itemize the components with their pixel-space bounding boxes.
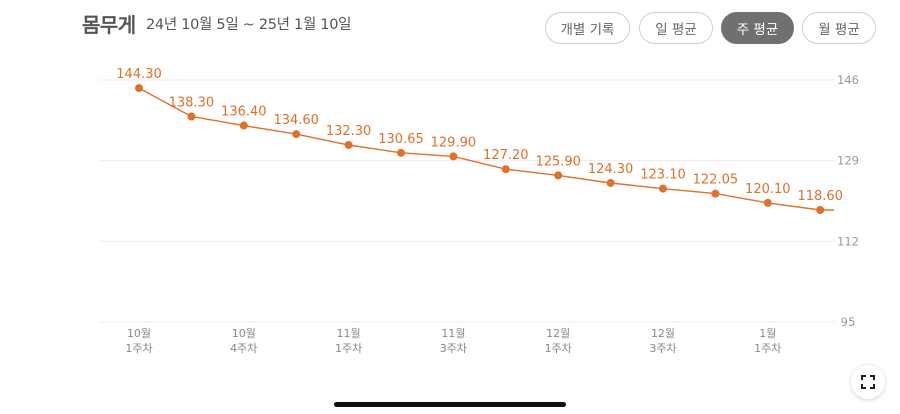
y-tick-label: 146: [837, 73, 859, 87]
tab-daily-average[interactable]: 일 평균: [639, 12, 713, 44]
data-label: 134.60: [273, 113, 319, 128]
page-title: 몸무게: [82, 13, 136, 37]
data-label: 136.40: [221, 105, 267, 120]
x-tick-week: 3주차: [440, 342, 467, 355]
data-point[interactable]: [449, 152, 458, 161]
x-tick-month: 11월: [337, 327, 361, 340]
expand-icon: [861, 375, 875, 389]
x-tick-month: 12월: [651, 327, 675, 340]
x-tick-month: 11월: [441, 327, 465, 340]
expand-button[interactable]: [851, 365, 885, 399]
period-tabs: 개별 기록 일 평균 주 평균 월 평균: [0, 12, 900, 44]
data-point[interactable]: [135, 84, 143, 93]
data-label: 129.90: [431, 135, 477, 150]
data-point[interactable]: [292, 130, 301, 139]
x-tick-month: 10월: [232, 327, 256, 340]
x-tick-month: 10월: [127, 327, 151, 340]
data-point[interactable]: [606, 178, 615, 187]
x-tick-week: 1주차: [335, 342, 362, 355]
data-label: 125.90: [535, 154, 581, 169]
data-point[interactable]: [187, 112, 196, 121]
data-label: 138.30: [169, 96, 215, 111]
tab-weekly-average[interactable]: 주 평균: [721, 12, 794, 44]
x-tick-week: 1주차: [125, 342, 152, 355]
date-range: 24년 10월 5일 ~ 25년 1월 10일: [146, 17, 352, 33]
chart-header: 몸무게 24년 10월 5일 ~ 25년 1월 10일: [0, 0, 900, 52]
data-label: 130.65: [378, 132, 424, 147]
data-label: 123.10: [640, 168, 686, 183]
x-tick-month: 12월: [546, 327, 570, 340]
data-point[interactable]: [397, 148, 405, 157]
tab-individual-records[interactable]: 개별 기록: [545, 12, 630, 44]
y-tick-label: 95: [841, 315, 856, 329]
data-label: 120.10: [745, 182, 791, 197]
x-tick-month: 1월: [759, 327, 776, 340]
data-point[interactable]: [816, 206, 825, 215]
data-point[interactable]: [763, 198, 772, 207]
data-label: 122.05: [693, 173, 739, 188]
data-point[interactable]: [554, 171, 563, 180]
data-point[interactable]: [239, 121, 248, 130]
data-point[interactable]: [659, 184, 667, 193]
data-label: 144.30: [116, 67, 162, 82]
x-tick-week: 4주차: [230, 342, 257, 355]
x-tick-week: 1주차: [754, 342, 781, 355]
data-label: 132.30: [326, 124, 372, 139]
data-label: 124.30: [588, 162, 634, 177]
chart-canvas: 146 129 112 95 144.30 138.30 136.40 134.60 132.3…: [100, 67, 859, 355]
x-tick-week: 3주차: [649, 342, 676, 355]
data-point[interactable]: [711, 189, 720, 198]
weight-line-chart: 146 129 112 95 144.30 138.30 136.40 134.60 132.3…: [0, 52, 900, 362]
home-indicator: [334, 402, 566, 407]
data-label: 118.60: [797, 189, 843, 204]
x-tick-week: 1주차: [545, 342, 572, 355]
tab-monthly-average[interactable]: 월 평균: [802, 12, 876, 44]
data-point[interactable]: [344, 141, 353, 150]
y-tick-label: 112: [837, 234, 859, 248]
data-label: 127.20: [483, 148, 529, 163]
y-tick-label: 129: [837, 154, 859, 168]
data-point[interactable]: [501, 165, 510, 174]
